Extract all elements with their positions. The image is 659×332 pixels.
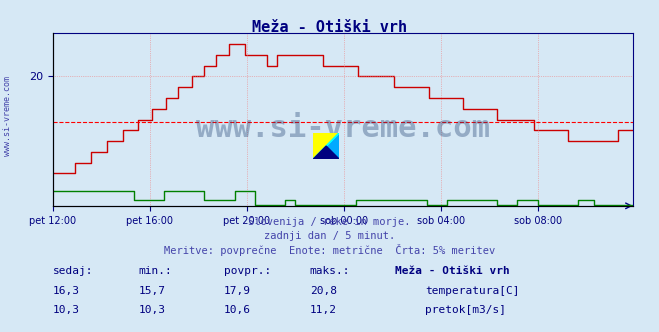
Text: 10,3: 10,3 bbox=[53, 305, 80, 315]
Text: sedaj:: sedaj: bbox=[53, 266, 93, 276]
Text: 20,8: 20,8 bbox=[310, 286, 337, 295]
Text: Slovenija / reke in morje.: Slovenija / reke in morje. bbox=[248, 217, 411, 227]
Text: 17,9: 17,9 bbox=[224, 286, 251, 295]
Text: min.:: min.: bbox=[138, 266, 172, 276]
Text: povpr.:: povpr.: bbox=[224, 266, 272, 276]
Text: maks.:: maks.: bbox=[310, 266, 350, 276]
Polygon shape bbox=[313, 133, 339, 159]
Text: pretok[m3/s]: pretok[m3/s] bbox=[425, 305, 506, 315]
Text: 16,3: 16,3 bbox=[53, 286, 80, 295]
Text: temperatura[C]: temperatura[C] bbox=[425, 286, 519, 295]
Polygon shape bbox=[313, 133, 339, 159]
Text: Meritve: povprečne  Enote: metrične  Črta: 5% meritev: Meritve: povprečne Enote: metrične Črta:… bbox=[164, 244, 495, 256]
Text: www.si-vreme.com: www.si-vreme.com bbox=[196, 114, 490, 143]
Text: Meža - Otiški vrh: Meža - Otiški vrh bbox=[395, 266, 510, 276]
Text: 15,7: 15,7 bbox=[138, 286, 165, 295]
Polygon shape bbox=[313, 146, 339, 159]
Text: 10,3: 10,3 bbox=[138, 305, 165, 315]
Text: Meža - Otiški vrh: Meža - Otiški vrh bbox=[252, 20, 407, 35]
Text: 10,6: 10,6 bbox=[224, 305, 251, 315]
Text: 11,2: 11,2 bbox=[310, 305, 337, 315]
Polygon shape bbox=[313, 133, 339, 159]
Text: www.si-vreme.com: www.si-vreme.com bbox=[3, 76, 13, 156]
Text: zadnji dan / 5 minut.: zadnji dan / 5 minut. bbox=[264, 231, 395, 241]
